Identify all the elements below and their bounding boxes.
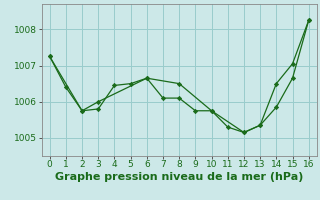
X-axis label: Graphe pression niveau de la mer (hPa): Graphe pression niveau de la mer (hPa) [55, 172, 303, 182]
